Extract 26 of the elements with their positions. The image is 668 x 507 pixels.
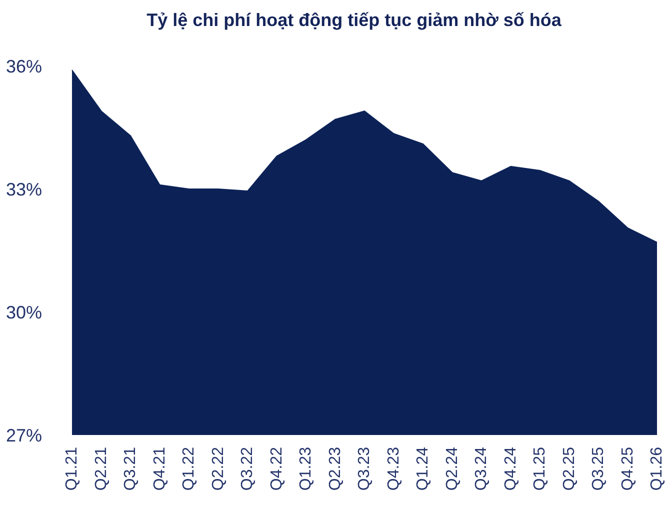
x-tick-label: Q2.25: [560, 446, 578, 491]
x-tick-label: Q1.24: [414, 446, 432, 491]
y-tick-label: 30%: [6, 302, 42, 322]
y-tick-label: 36%: [6, 56, 42, 76]
x-tick-label: Q4.22: [268, 446, 286, 491]
chart-title: Tỷ lệ chi phí hoạt động tiếp tục giảm nhờ số hóa: [146, 9, 562, 32]
x-tick-label: Q1.22: [180, 446, 198, 491]
x-tick-label: Q4.23: [385, 446, 402, 491]
x-tick-label: Q1.25: [532, 446, 548, 491]
x-tick-label: Q4.21: [151, 446, 168, 491]
x-tick-label: Q4.24: [502, 446, 520, 491]
x-tick-label: Q3.24: [473, 446, 490, 491]
x-tick-label: Q2.23: [326, 446, 344, 491]
x-tick-label: Q4.25: [619, 446, 636, 491]
x-tick-label: Q1.21: [64, 446, 80, 491]
x-tick-label: Q3.25: [590, 446, 607, 491]
x-tick-label: Q2.22: [210, 446, 227, 491]
x-tick-label: Q3.21: [122, 446, 139, 491]
y-tick-label: 27%: [6, 425, 42, 446]
x-tick-label: Q1.23: [298, 446, 314, 491]
y-tick-label: 33%: [6, 179, 42, 200]
x-tick-label: Q1.26: [648, 446, 666, 491]
x-tick-label: Q2.24: [444, 446, 461, 491]
x-tick-label: Q2.21: [92, 446, 110, 491]
x-tick-label: Q3.23: [356, 446, 373, 491]
x-tick-label: Q3.22: [239, 446, 256, 491]
